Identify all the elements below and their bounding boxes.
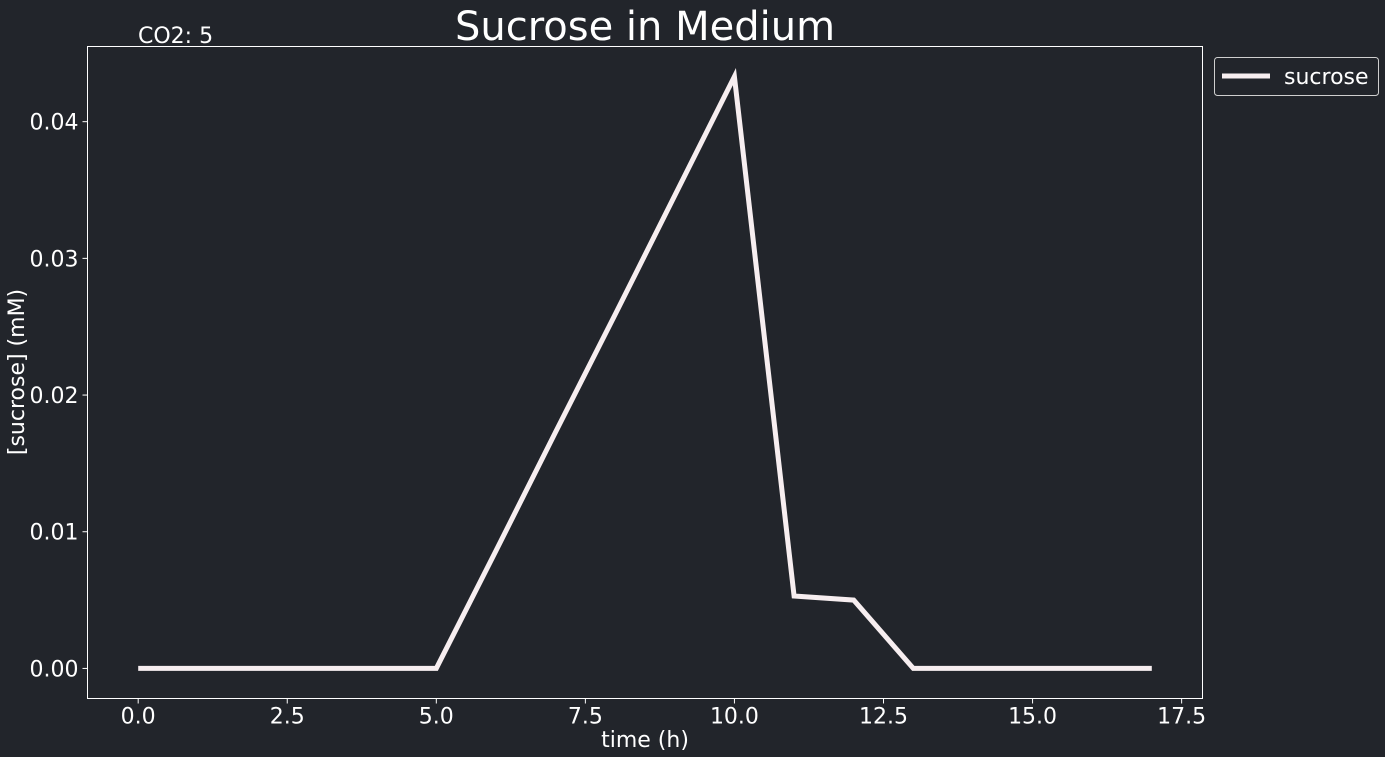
x-tick-label: 10.0 (710, 705, 759, 730)
y-tick-label: 0.03 (30, 247, 79, 272)
series-lines (138, 67, 1152, 671)
x-tick-label: 17.5 (1157, 705, 1206, 730)
y-tick-label: 0.04 (30, 111, 79, 136)
x-tick-label: 12.5 (859, 705, 908, 730)
x-tick-label: 5.0 (419, 705, 454, 730)
y-tick-label: 0.00 (30, 657, 79, 682)
co2-annotation: CO2: 5 (138, 24, 213, 49)
x-tick-label: 7.5 (568, 705, 603, 730)
legend: sucrose (1214, 57, 1379, 96)
y-axis-label: [sucrose] (mM) (5, 289, 30, 455)
y-tick-label: 0.01 (30, 521, 79, 546)
x-tick-label: 0.0 (121, 705, 156, 730)
y-axis-ticks: 0.00 0.01 0.02 0.03 0.04 (30, 111, 88, 682)
legend-box (1214, 57, 1379, 96)
series-line-sucrose (138, 67, 1152, 671)
x-tick-label: 15.0 (1008, 705, 1057, 730)
chart-title: Sucrose in Medium (455, 4, 835, 50)
plot-frame (87, 46, 1203, 699)
x-axis-label: time (h) (601, 728, 689, 753)
x-tick-label: 2.5 (270, 705, 305, 730)
legend-label-sucrose: sucrose (1284, 65, 1369, 90)
x-axis-ticks: 0.0 2.5 5.0 7.5 10.0 12.5 15.0 17.5 (121, 698, 1206, 730)
y-tick-label: 0.02 (30, 384, 79, 409)
